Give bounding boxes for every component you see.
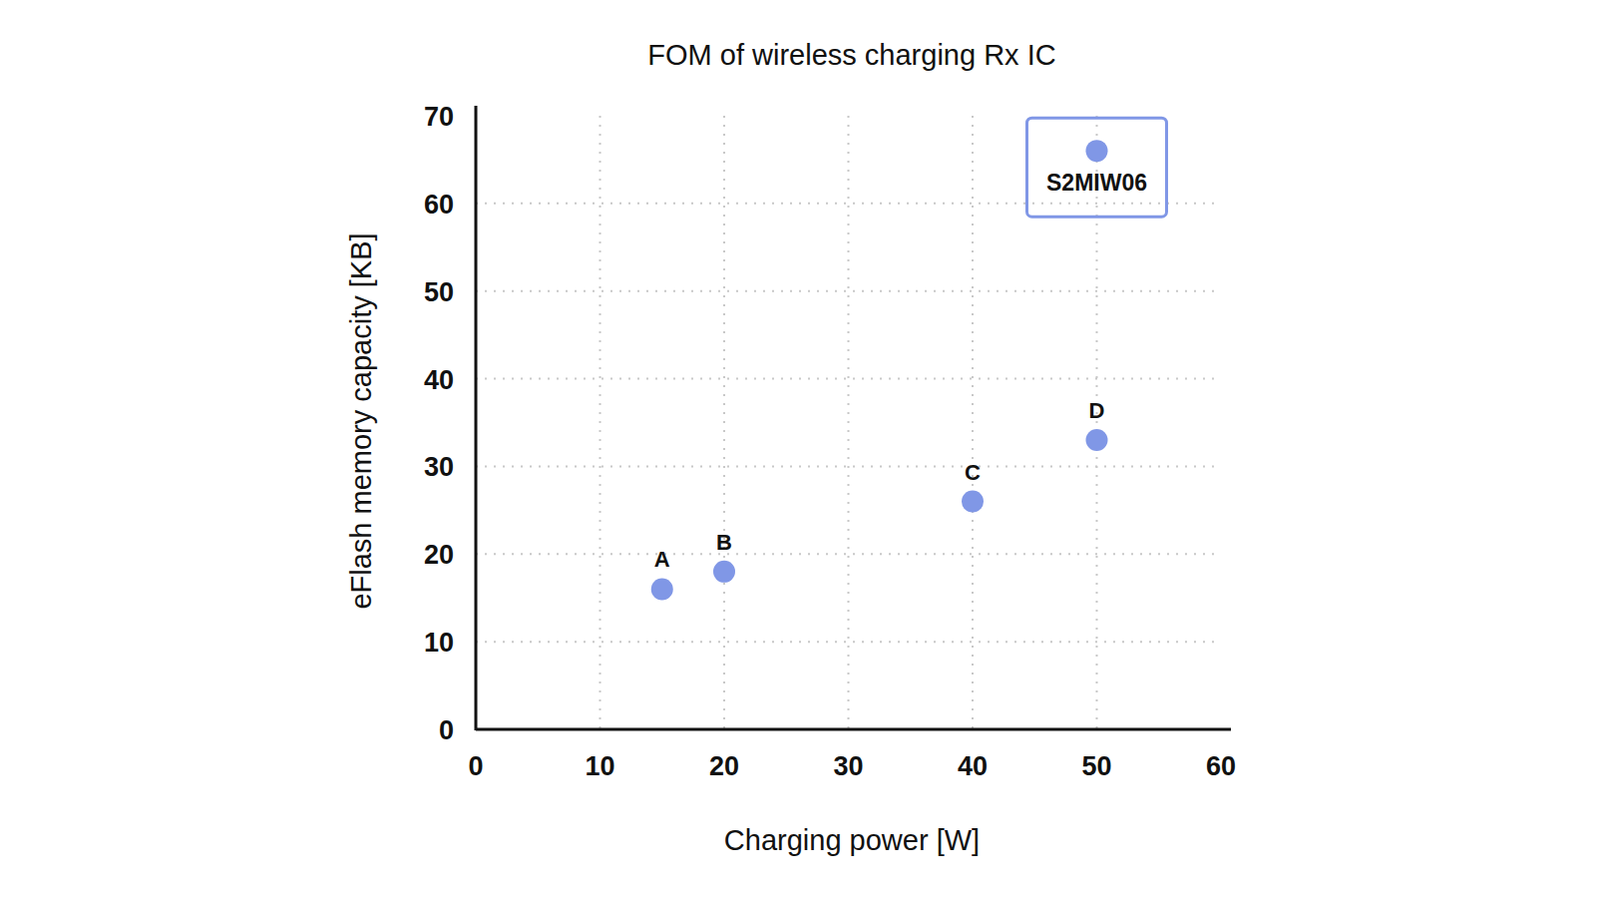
x-tick-label: 20: [709, 751, 740, 782]
x-tick-label: 60: [1205, 751, 1236, 782]
x-tick-label: 50: [1081, 751, 1112, 782]
y-axis: [474, 105, 478, 731]
point: [1086, 139, 1109, 162]
x-tick-label: 0: [467, 751, 483, 782]
y-tick-label: 10: [423, 627, 454, 658]
grid-x: [847, 115, 850, 730]
point-label: S2MIW06: [1046, 169, 1148, 196]
x-tick-label: 10: [584, 751, 615, 782]
highlight-box: [1027, 117, 1168, 217]
grid-y: [475, 202, 1221, 205]
point-label: A: [654, 546, 671, 572]
y-tick-label: 60: [423, 189, 454, 220]
grid-y: [475, 290, 1221, 293]
point: [961, 490, 984, 513]
x-axis-label: Charging power [W]: [724, 823, 980, 856]
grid-y: [475, 378, 1221, 381]
point: [651, 577, 674, 600]
grid-y: [475, 552, 1221, 555]
point: [1086, 428, 1109, 451]
chart: FOM of wireless charging Rx IC 0 10 20 30 40 5…: [0, 0, 1600, 898]
grid-y: [475, 464, 1221, 467]
grid-x: [971, 115, 974, 730]
grid-x: [723, 115, 726, 730]
point-label: B: [716, 529, 733, 555]
x-tick-label: 40: [957, 751, 988, 782]
y-tick-label: 40: [423, 365, 454, 396]
grid-y: [475, 640, 1221, 643]
y-tick-label: 20: [423, 539, 454, 570]
y-tick-label: 70: [423, 101, 454, 132]
y-tick-label: 30: [423, 451, 454, 482]
grid-x: [599, 115, 602, 730]
point-label: C: [964, 459, 981, 485]
point-labels: A B C D S2MIW06: [654, 117, 1168, 572]
title: FOM of wireless charging Rx IC: [647, 38, 1056, 71]
y-tick-label: 50: [423, 277, 454, 308]
y-axis-label: eFlash memory capacity [KB]: [345, 232, 378, 609]
y-tick-label: 0: [438, 715, 454, 746]
point-label: D: [1089, 398, 1106, 423]
points: [651, 139, 1109, 600]
x-tick-label: 30: [832, 751, 863, 782]
x-axis: [475, 728, 1231, 732]
chart-root: FOM of wireless charging Rx IC 0 10 20 30 40 5…: [0, 0, 1600, 898]
point: [713, 560, 736, 583]
